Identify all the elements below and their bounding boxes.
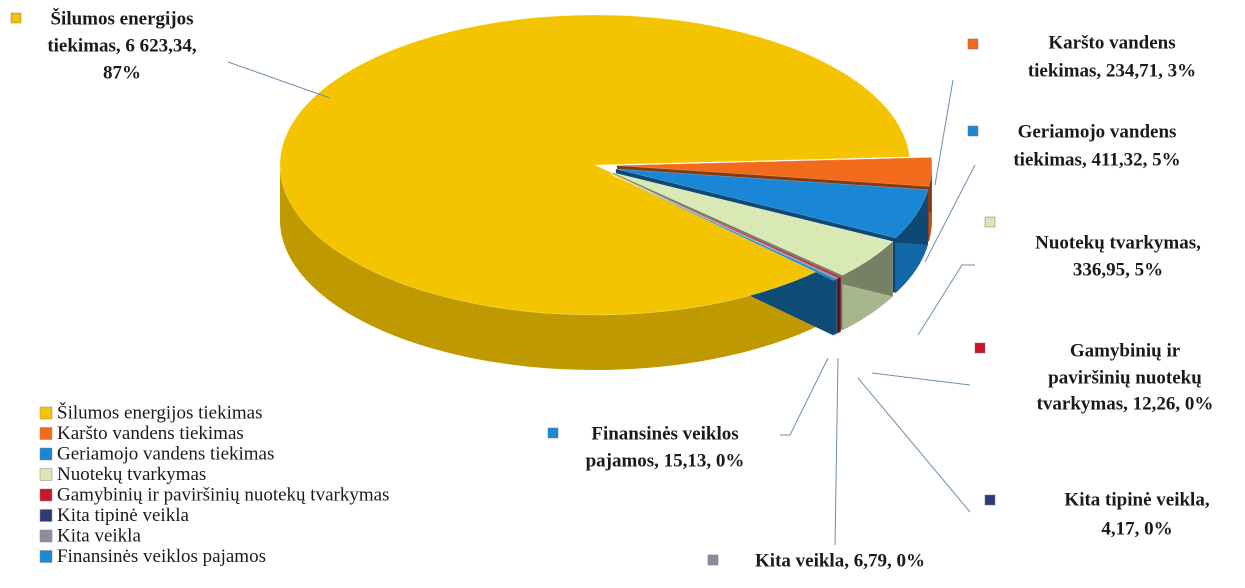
label-swatch [974,342,986,354]
slice [279,14,910,316]
legend-label: Gamybinių ir paviršinių nuotekų tvarkyma… [57,484,389,505]
data-label: Finansinės veiklos [591,423,738,444]
data-label: tiekimas, 6 623,34, [47,35,197,56]
legend-label: Finansinės veiklos pajamos [57,546,266,567]
legend-swatch [39,406,53,420]
leader-line [857,377,971,513]
leader-line [834,357,839,546]
data-label: Nuotekų tvarkymas, [1035,232,1201,253]
label-swatch [967,38,979,50]
legend-swatch [39,447,53,461]
legend-label: Geriamojo vandens tiekimas [57,443,274,464]
leader-line [780,357,829,436]
legend-swatch [39,509,53,522]
legend-label: Kita tipinė veikla [57,505,189,526]
leader-line [934,79,954,186]
data-label: paviršinių nuotekų [1048,367,1202,388]
data-label: 87% [103,62,141,83]
legend-label: Šilumos energijos tiekimas [57,401,262,423]
data-label: pajamos, 15,13, 0% [586,450,745,471]
legend-swatch [39,427,53,440]
data-label: Geriamojo vandens [1018,121,1177,142]
data-label: Gamybinių ir [1070,340,1181,361]
legend-label: Kita veikla [57,525,141,546]
legend-swatch [39,550,53,563]
slice [615,168,929,239]
slice [610,173,839,279]
label-swatch [984,494,996,506]
data-label: Kita tipinė veikla, [1064,489,1209,510]
label-swatch [547,427,559,439]
slice-shade [280,165,818,371]
data-label: tvarkymas, 12,26, 0% [1037,393,1214,414]
data-label: Karšto vandens [1048,32,1175,53]
slice-side [280,165,818,371]
label-swatch [707,554,719,566]
slice [610,173,839,280]
legend-swatch [39,529,53,543]
leader-line [871,372,971,386]
data-label: Kita veikla, 6,79, 0% [755,550,925,571]
slice [616,157,933,187]
slice [610,173,842,279]
leader-line [924,164,976,263]
leader-line [917,264,975,336]
legend-label: Karšto vandens tiekimas [57,423,244,444]
legend-label: Nuotekų tvarkymas [57,464,206,485]
leader-line [227,61,331,99]
slice [612,172,894,276]
label-swatch [10,12,22,24]
slice [610,174,837,281]
data-label: 336,95, 5% [1073,259,1163,280]
legend-swatch [39,488,53,502]
data-label: tiekimas, 411,32, 5% [1013,149,1180,170]
data-label: Šilumos energijos [50,7,193,29]
data-label: 4,17, 0% [1101,518,1172,539]
legend-swatch [39,468,53,481]
label-swatch [984,216,996,228]
data-label: tiekimas, 234,71, 3% [1028,60,1196,81]
label-swatch [967,125,979,137]
